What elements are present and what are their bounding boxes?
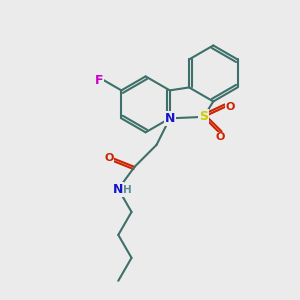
Text: O: O	[104, 153, 113, 163]
Text: S: S	[199, 110, 208, 123]
Text: H: H	[123, 185, 132, 196]
Text: O: O	[226, 102, 235, 112]
Text: N: N	[113, 182, 124, 196]
Text: F: F	[95, 74, 103, 87]
Text: N: N	[165, 112, 175, 125]
Text: O: O	[215, 133, 225, 142]
